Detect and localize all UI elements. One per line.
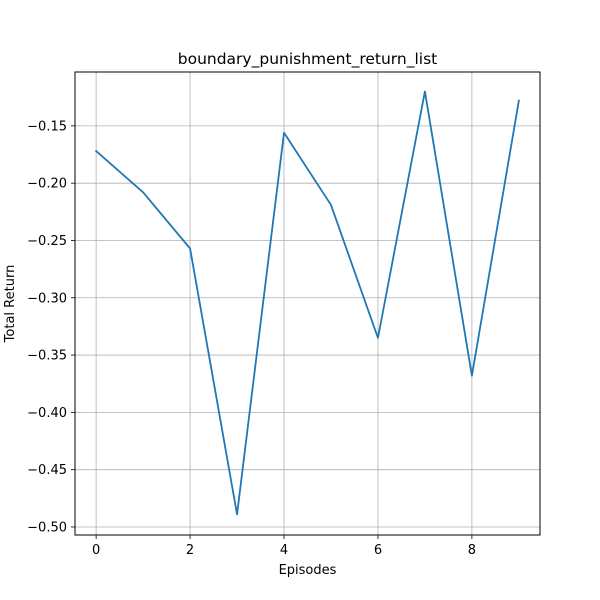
grid (75, 72, 540, 535)
x-tick-label: 4 (280, 543, 288, 558)
x-tick-label: 6 (374, 543, 382, 558)
y-tick-label: −0.30 (27, 291, 67, 306)
x-axis-label: Episodes (279, 563, 337, 578)
y-tick-label: −0.45 (27, 463, 67, 478)
y-tick-label: −0.40 (27, 406, 67, 421)
series-line (94, 90, 520, 516)
x-tick-label: 8 (468, 543, 476, 558)
ticks: 0 2 4 6 8 −0.50 −0.45 −0.40 −0.35 −0.30 −0.25 −0.20… (27, 119, 476, 558)
y-tick-label: −0.25 (27, 234, 67, 249)
x-tick-label: 2 (186, 543, 194, 558)
x-tick-label: 0 (92, 543, 100, 558)
y-tick-label: −0.20 (27, 177, 67, 192)
plot-frame (74, 71, 541, 536)
y-axis-label: Total Return (3, 265, 18, 344)
y-tick-label: −0.50 (27, 520, 67, 535)
chart-title: boundary_punishment_return_list (178, 50, 438, 69)
y-tick-label: −0.35 (27, 349, 67, 364)
y-tick-label: −0.15 (27, 119, 67, 134)
series-layer (94, 90, 520, 516)
